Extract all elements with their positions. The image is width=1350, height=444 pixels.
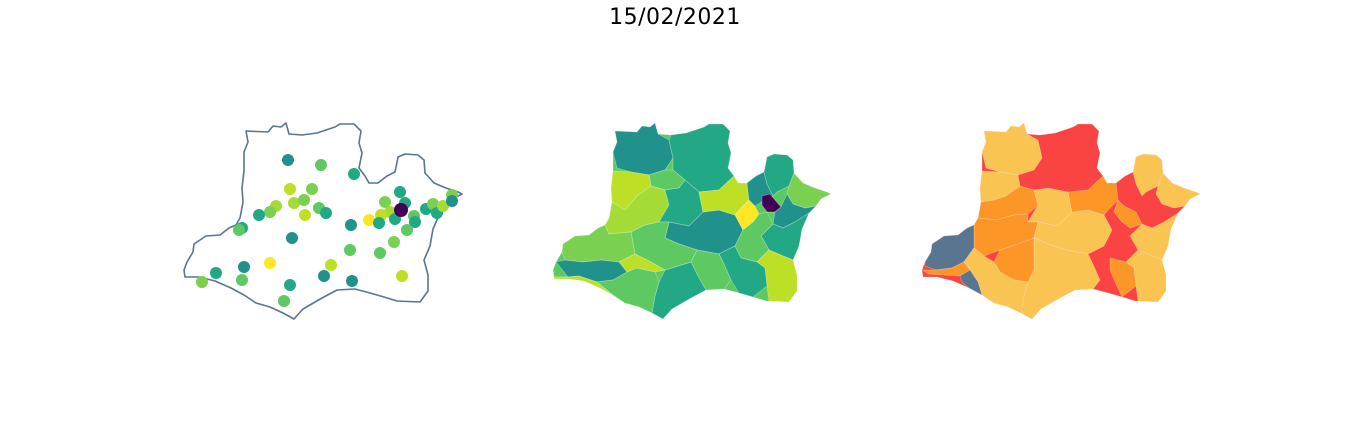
point [427, 198, 439, 210]
risk-region [1129, 212, 1179, 261]
point [373, 217, 385, 229]
point [318, 270, 330, 282]
point [284, 183, 296, 195]
risk-region [981, 122, 1043, 176]
state-outline [183, 122, 463, 320]
point [379, 196, 391, 208]
point [345, 219, 357, 231]
point [446, 195, 458, 207]
municipality-region [552, 269, 614, 296]
point [284, 279, 296, 291]
figure-title: 15/02/2021 [609, 5, 741, 30]
point [348, 168, 360, 180]
risk-region [959, 269, 983, 296]
point [278, 295, 290, 307]
point [288, 197, 300, 209]
point [394, 203, 408, 217]
point [325, 259, 337, 271]
point [286, 232, 298, 244]
point [363, 214, 375, 226]
point [264, 257, 276, 269]
risk-region [963, 247, 1029, 314]
point [298, 194, 310, 206]
municipality-region [760, 212, 810, 261]
point [236, 274, 248, 286]
point [320, 207, 332, 219]
point [396, 270, 408, 282]
municipality-region [630, 221, 698, 271]
point [264, 206, 276, 218]
municipality-region [756, 249, 798, 303]
point [253, 209, 265, 221]
point [437, 200, 449, 212]
point [196, 276, 208, 288]
municipality-region [596, 267, 660, 314]
point [394, 186, 406, 198]
point [210, 267, 222, 279]
point [374, 247, 386, 259]
point [233, 224, 245, 236]
risk-region [1155, 172, 1201, 209]
point [306, 183, 318, 195]
point [388, 236, 400, 248]
risk-region [1113, 199, 1143, 229]
point [282, 154, 294, 166]
municipality-region [734, 199, 760, 231]
municipality-points [196, 154, 458, 307]
point [346, 275, 358, 287]
risk-region [1125, 249, 1167, 303]
point [299, 209, 311, 221]
point [315, 159, 327, 171]
point [344, 244, 356, 256]
municipality-region [668, 123, 735, 193]
point [238, 261, 250, 273]
point [409, 216, 421, 228]
risk-region [1109, 257, 1137, 298]
point [401, 224, 413, 236]
municipality-region [786, 172, 832, 209]
municipality-region [651, 261, 707, 320]
